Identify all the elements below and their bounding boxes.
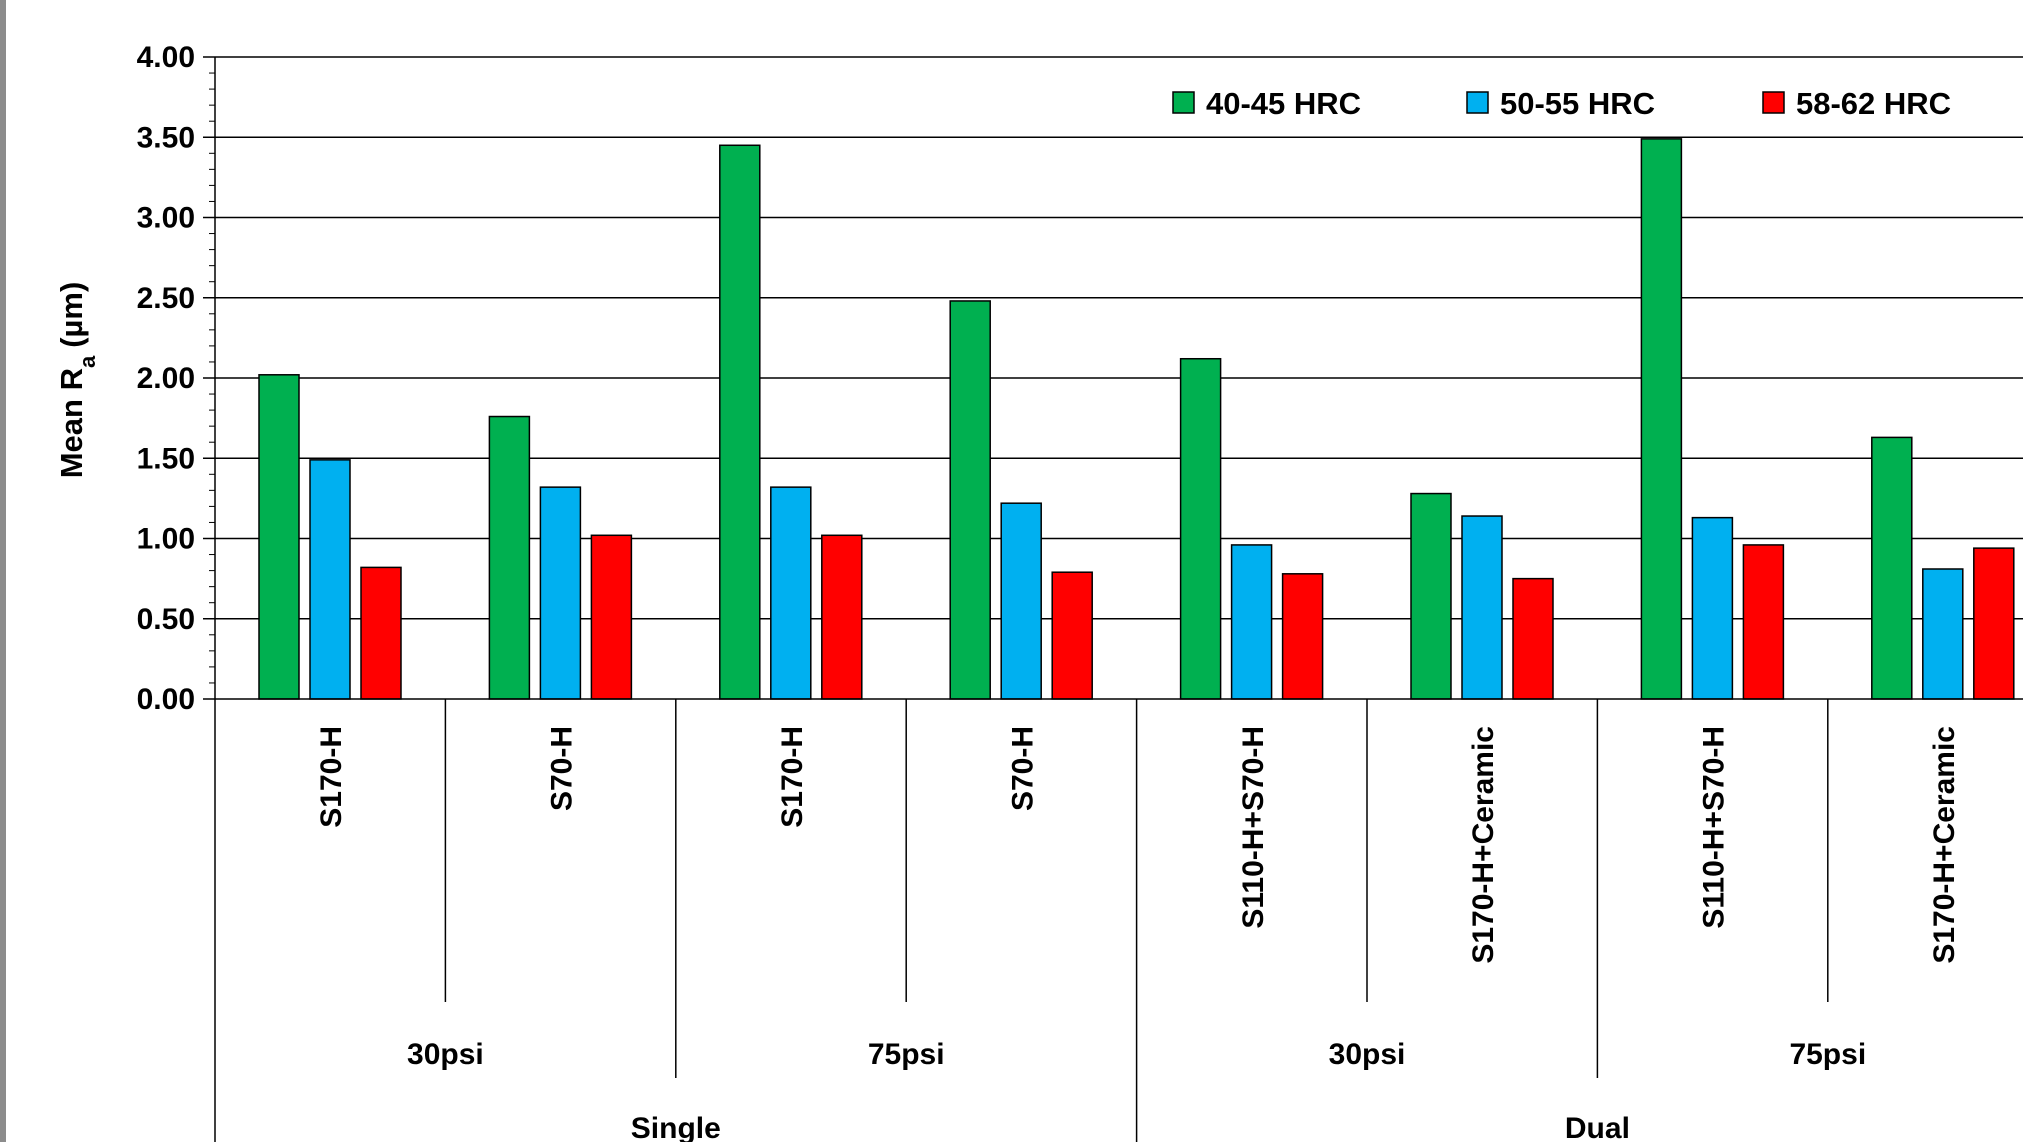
category-label: S170-H: [315, 726, 348, 828]
y-tick-label: 2.50: [137, 282, 195, 315]
bar: [360, 566, 402, 700]
bar: [309, 459, 351, 700]
category-label: S110-H+S70-H: [1237, 726, 1270, 929]
pressure-group-label: 30psi: [407, 1038, 484, 1071]
axes: [203, 56, 2023, 1142]
y-tick-labels: 0.00 0.50 1.00 1.50 2.00 2.50 3.00 3.50 4.00: [137, 41, 195, 716]
y-axis-label-subscript: a: [75, 355, 100, 368]
shot-group-label: Single: [631, 1112, 721, 1142]
pressure-group-label: 75psi: [868, 1038, 945, 1071]
bar: [258, 374, 300, 700]
pressure-group-label: 30psi: [1329, 1038, 1406, 1071]
legend-label: 40-45 HRC: [1206, 86, 1361, 121]
bar: [1973, 547, 2015, 700]
shot-group-label: Dual: [1565, 1112, 1630, 1142]
y-tick-label: 0.00: [137, 683, 195, 716]
bar: [719, 144, 761, 700]
y-axis-label-unit: (µm): [54, 282, 89, 348]
y-axis-label-main: Mean R: [54, 368, 89, 478]
bar: [1461, 515, 1503, 700]
category-label: S70-H: [546, 726, 579, 811]
bar: [1922, 568, 1964, 700]
category-label: S170-H+Ceramic: [1467, 726, 1500, 964]
bar: [770, 486, 812, 700]
bar: [821, 534, 863, 700]
window-edge: [0, 0, 6, 1142]
legend-swatch: [1466, 91, 1489, 114]
bar: [1691, 516, 1734, 700]
legend-label: 50-55 HRC: [1500, 86, 1655, 121]
y-tick-label: 3.50: [137, 121, 195, 154]
legend: 40-45 HRC 50-55 HRC 58-62 HRC: [1172, 86, 1951, 121]
bar: [1179, 357, 1222, 700]
category-label: S110-H+S70-H: [1698, 726, 1731, 929]
y-tick-label: 1.50: [137, 442, 195, 475]
pressure-group-label: 75psi: [1789, 1038, 1866, 1071]
bar: [1512, 577, 1554, 700]
bar: [949, 300, 991, 700]
bar: [1051, 571, 1093, 700]
bar: [539, 486, 582, 700]
category-labels: S170-H S70-H S170-H S70-H S110-H+S70-H S170-H…: [315, 726, 1961, 964]
category-label: S170-H+Ceramic: [1928, 726, 1961, 964]
bar: [1742, 544, 1785, 700]
y-tick-label: 0.50: [137, 603, 195, 636]
y-tick-label: 1.00: [137, 523, 195, 556]
bar: [590, 534, 633, 700]
bar: [1000, 502, 1042, 700]
category-label: S70-H: [1006, 726, 1039, 811]
bar: [1871, 436, 1913, 700]
legend-label: 58-62 HRC: [1796, 86, 1951, 121]
y-tick-label: 4.00: [137, 41, 195, 74]
y-tick-label: 2.00: [137, 362, 195, 395]
bar: [488, 415, 531, 700]
bar: [1230, 544, 1273, 700]
category-label: S170-H: [776, 726, 809, 828]
y-axis-label: Mean Ra (µm): [54, 282, 100, 479]
bar: [1281, 573, 1324, 700]
legend-swatch: [1762, 91, 1785, 114]
bars: [258, 138, 2015, 700]
y-tick-label: 3.00: [137, 202, 195, 235]
group-labels: 30psi 75psi 30psi 75psi Single Dual: [407, 1038, 1866, 1142]
gridlines: [215, 56, 2023, 620]
bar: [1410, 492, 1452, 700]
legend-swatch: [1172, 91, 1195, 114]
bar: [1640, 138, 1683, 700]
